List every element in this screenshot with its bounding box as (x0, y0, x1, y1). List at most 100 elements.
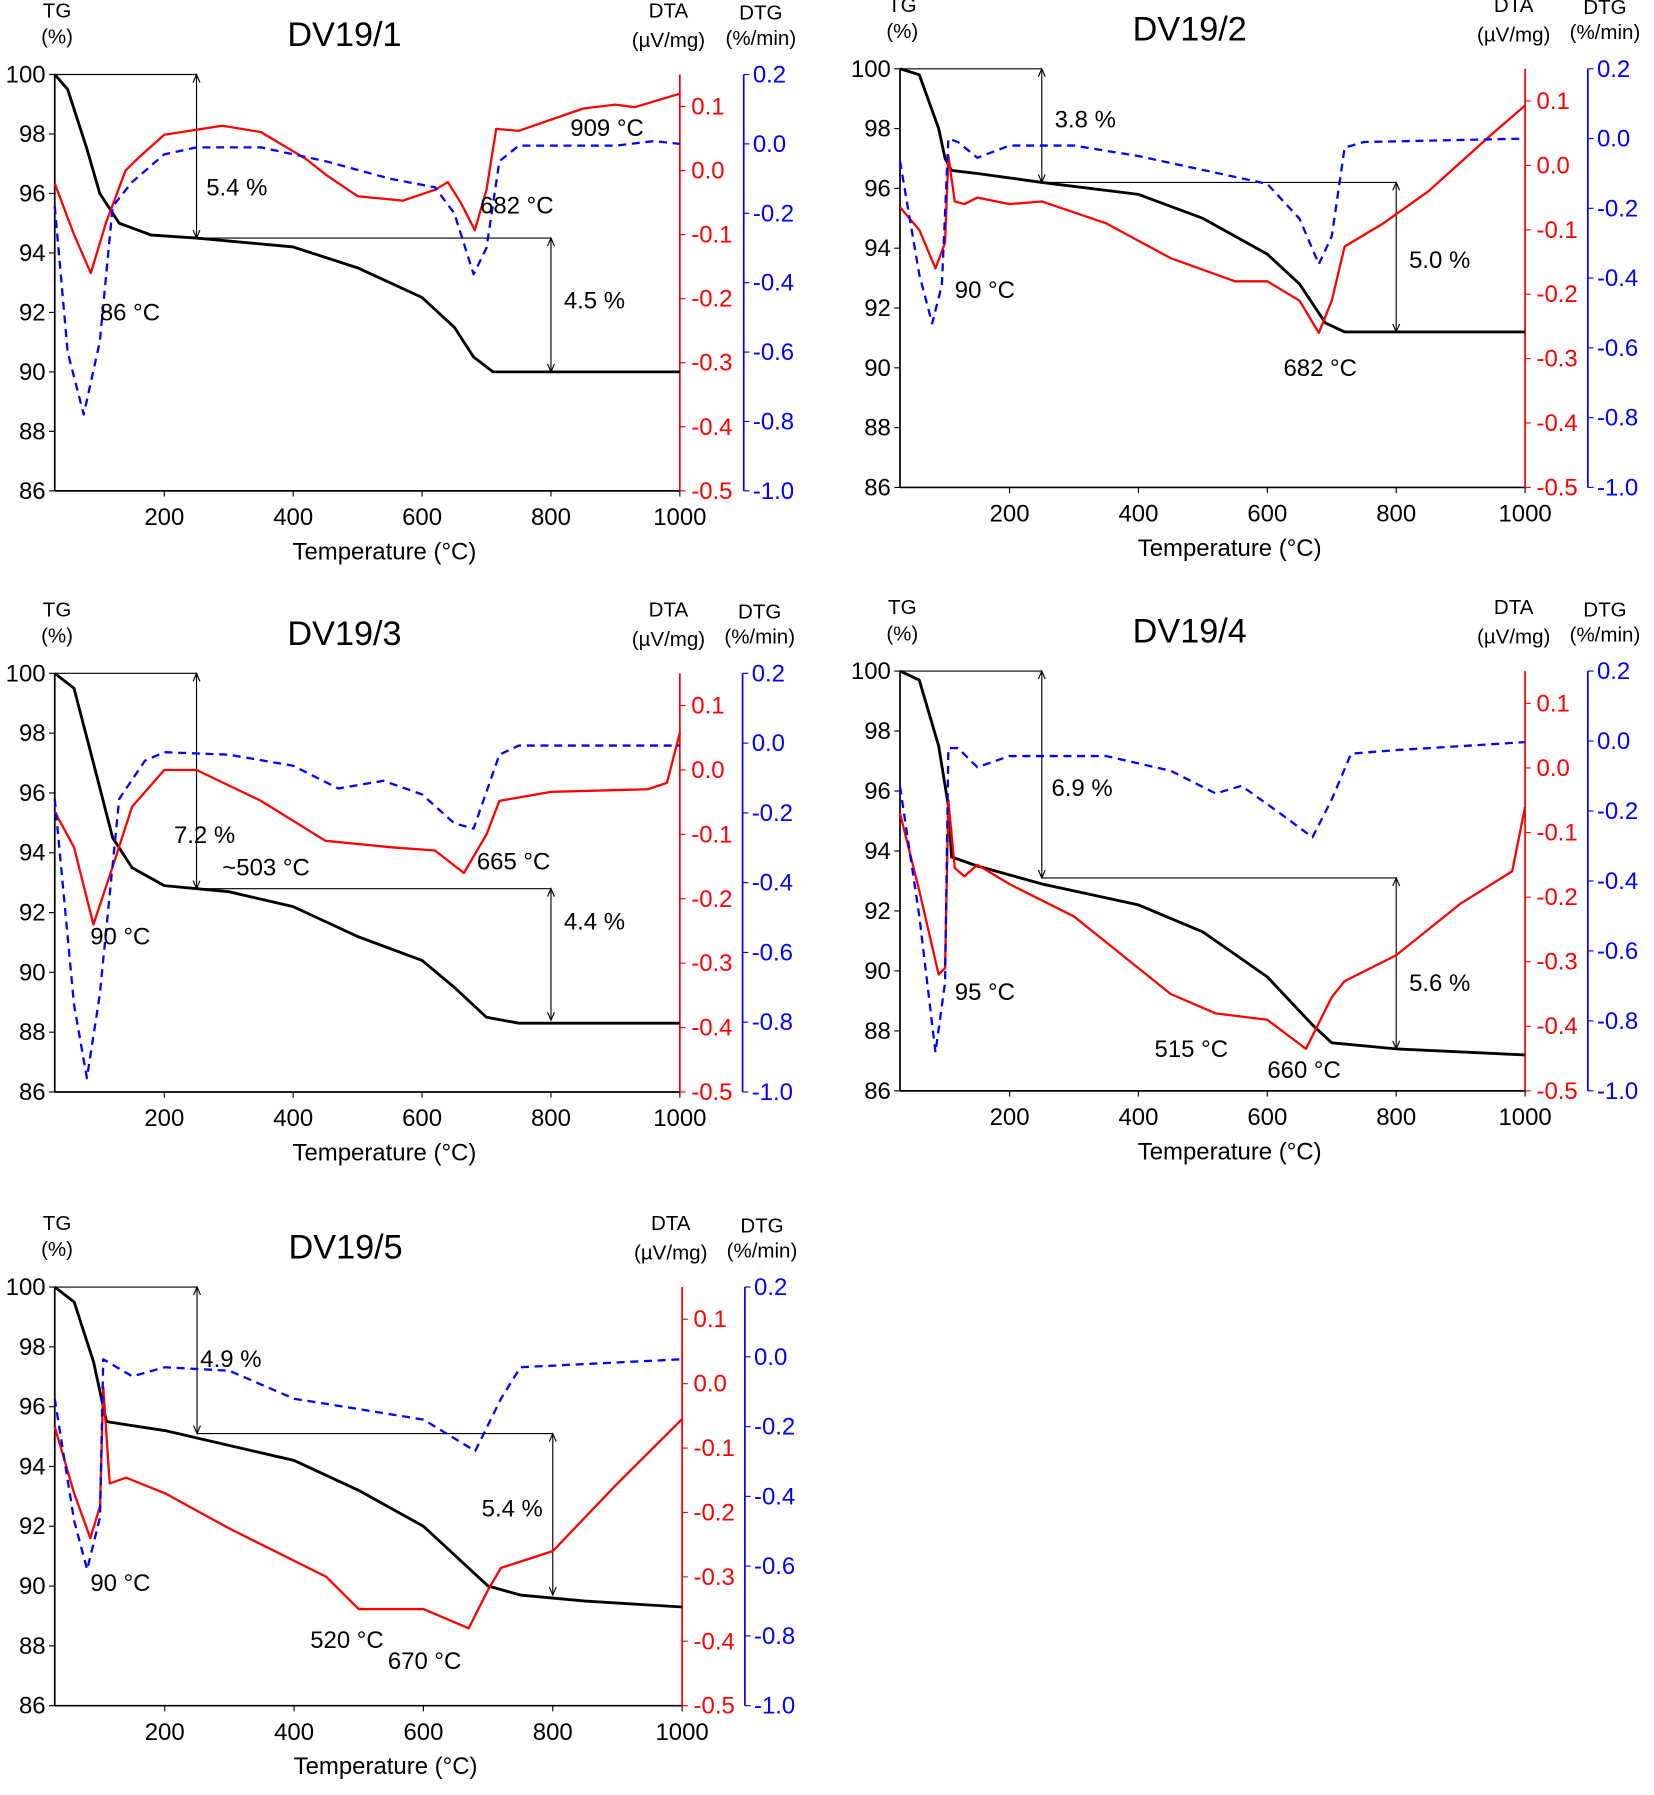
dta-tick-label: 0.1 (694, 1306, 727, 1333)
annotation-label: 515 °C (1155, 1036, 1228, 1063)
chart-title: DV19/3 (287, 615, 401, 653)
annotation-label: 5.4 % (482, 1495, 543, 1522)
dta-tick-label: 0.0 (691, 757, 724, 784)
tg-tick-label: 100 (851, 658, 891, 685)
dtg-tick-label: -0.8 (1597, 405, 1638, 432)
tg-tick-label: 88 (19, 1633, 46, 1660)
dta-tick-label: -0.2 (691, 886, 732, 913)
annotation-label: 7.2 % (174, 822, 235, 849)
dta-tick-label: -0.2 (1537, 884, 1578, 911)
dtg-tick-label: 0.2 (752, 660, 785, 687)
dta-tick-label: -0.2 (691, 286, 732, 313)
tg-tick-label: 92 (864, 295, 891, 322)
dtg-tick-label: -0.4 (754, 1483, 795, 1510)
dtg-tick-label: -0.6 (1597, 335, 1638, 362)
dta-axis-label: DTA (1494, 596, 1534, 619)
tg-tick-label: 86 (19, 1079, 46, 1106)
tg-tick-label: 98 (864, 718, 891, 745)
tg-axis-unit: (%) (886, 20, 918, 43)
dtg-tick-label: -1.0 (752, 1079, 793, 1106)
tg-tick-label: 100 (851, 56, 891, 83)
dtg-tick-label: -0.8 (753, 408, 794, 435)
x-tick-label: 1000 (653, 1105, 706, 1132)
tg-tick-label: 86 (19, 1693, 46, 1720)
dta-tick-label: -0.4 (691, 1015, 732, 1042)
dtg-tick-label: 0.2 (1597, 56, 1630, 83)
tg-curve (53, 73, 680, 374)
annotation-label: 670 °C (388, 1648, 461, 1675)
annotation-label: 5.6 % (1409, 970, 1470, 997)
tg-curve (53, 1285, 683, 1609)
dta-tick-label: 0.0 (691, 158, 724, 185)
x-tick-label: 400 (273, 504, 313, 531)
dta-tick-label: 0.0 (694, 1371, 727, 1398)
tg-tick-label: 96 (864, 175, 891, 202)
annotation-label: 90 °C (90, 923, 150, 950)
dta-tick-label: -0.3 (691, 950, 732, 977)
dtg-tick-label: -0.8 (754, 1623, 795, 1650)
chart-panel-2: DV19/2 86 88 90 92 94 96 98 100 TG (%) -0.5 -0.4 -0.3… (851, 0, 1640, 562)
tg-curve (899, 67, 1526, 334)
tg-axis-unit: (%) (886, 622, 918, 645)
dta-tick-label: -0.3 (1537, 949, 1578, 976)
annotation-label: 4.5 % (564, 287, 625, 314)
annotation-label: 6.9 % (1051, 775, 1112, 802)
tg-tick-label: 92 (19, 299, 46, 326)
dta-tick-label: -0.4 (1537, 1013, 1578, 1040)
annotation-label: 4.4 % (564, 909, 625, 936)
tg-tick-label: 88 (19, 1019, 46, 1046)
dta-tick-label: -0.4 (691, 414, 732, 441)
annotation-label: 5.4 % (206, 174, 267, 201)
tg-tick-label: 88 (864, 415, 891, 442)
tg-tick-label: 90 (864, 958, 891, 985)
tg-axis-unit: (%) (41, 625, 73, 648)
dtg-tick-label: -0.6 (752, 939, 793, 966)
dtg-axis-unit: (%/min) (726, 27, 797, 50)
x-tick-label: 800 (531, 1105, 571, 1132)
x-tick-label: 600 (1247, 501, 1287, 528)
dta-tick-label: -0.2 (694, 1499, 735, 1526)
dtg-tick-label: -0.4 (1597, 868, 1638, 895)
annotation-label: 5.0 % (1409, 247, 1470, 274)
chart-title: DV19/5 (289, 1229, 403, 1267)
chart-panel-3: DV19/3 86 88 90 92 94 96 98 100 TG (%) -0.5 -0.4 -0.3… (6, 598, 795, 1166)
dtg-axis-unit: (%/min) (1570, 21, 1641, 44)
x-tick-label: 600 (402, 1105, 442, 1132)
tg-tick-label: 96 (19, 1394, 46, 1421)
tg-tick-label: 100 (6, 61, 46, 88)
dtg-tick-label: -0.4 (753, 270, 794, 297)
dtg-curve (898, 740, 1526, 1054)
tg-axis-label: TG (43, 598, 72, 621)
x-tick-label: 1000 (1498, 501, 1551, 528)
tg-tick-label: 100 (6, 1274, 46, 1301)
dtg-tick-label: 0.2 (753, 61, 786, 88)
tg-axis-label: TG (43, 0, 72, 22)
dtg-tick-label: -1.0 (753, 478, 794, 505)
tg-axis-unit: (%) (41, 1238, 73, 1261)
annotation-label: ~503 °C (222, 855, 309, 882)
x-tick-label: 1000 (653, 504, 706, 531)
dtg-tick-label: -1.0 (1597, 474, 1638, 501)
dtg-axis-label: DTG (1583, 598, 1626, 621)
chart-panel-5: DV19/5 86 88 90 92 94 96 98 100 TG (%) -0.5 -0.4 -0.3… (6, 1212, 798, 1780)
dta-curve (53, 1385, 683, 1630)
dtg-tick-label: -0.8 (1597, 1008, 1638, 1035)
x-tick-label: 200 (145, 1719, 185, 1746)
tg-tick-label: 94 (19, 1453, 46, 1480)
dtg-tick-label: 0.0 (754, 1344, 787, 1371)
chart-title: DV19/1 (287, 16, 401, 54)
dtg-tick-label: 0.0 (1597, 728, 1630, 755)
tg-tick-label: 88 (864, 1018, 891, 1045)
dta-axis-label: DTA (649, 598, 689, 621)
dtg-tick-label: -0.6 (754, 1553, 795, 1580)
tg-axis-label: TG (888, 0, 917, 17)
dta-tick-label: 0.1 (1537, 690, 1570, 717)
dtg-axis-unit: (%/min) (1570, 623, 1641, 646)
dta-curve (898, 799, 1527, 1051)
arrow-head (547, 887, 555, 1022)
tg-tick-label: 98 (864, 116, 891, 143)
tg-curve (53, 672, 680, 1025)
x-tick-label: 800 (1376, 1104, 1416, 1131)
dta-tick-label: 0.1 (1537, 88, 1570, 115)
